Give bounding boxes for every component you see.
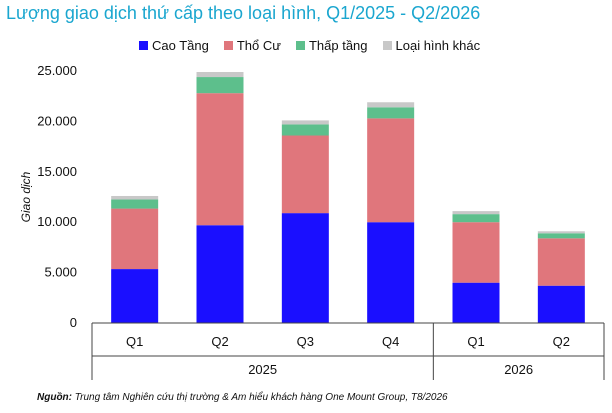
- bar-segment-3-cat-6: [537, 233, 585, 239]
- legend-item-thap-tang: Thấp tầng: [295, 38, 368, 53]
- y-tick-label: 15.000: [37, 164, 77, 179]
- legend-swatch-cao-tang: [139, 41, 148, 50]
- y-tick-label: 10.000: [37, 214, 77, 229]
- y-tick-label: 5.000: [44, 265, 77, 280]
- bar-segment-4-cat-5: [452, 211, 500, 215]
- stacked-bar-chart: 0 5.000 10.000 15.000 20.000 25.000 Giao dịch Q…: [19, 63, 605, 380]
- x-tick-label: Q3: [297, 334, 314, 349]
- bar-segment-1-cat-1: [111, 269, 159, 323]
- bar-segment-2-cat-3: [281, 135, 329, 214]
- source-text: Trung tâm Nghiên cứu thị trường & Am hiể…: [72, 392, 448, 403]
- bar-segment-1-cat-5: [452, 282, 500, 323]
- bar-segment-2-cat-2: [196, 93, 244, 226]
- legend-item-khac: Loại hình khác: [382, 38, 481, 53]
- bar-segment-4-cat-3: [281, 120, 329, 125]
- x-tick-label: Q1: [467, 334, 484, 349]
- bar-segment-3-cat-2: [196, 77, 244, 94]
- legend-item-tho-cu: Thổ Cư: [223, 38, 281, 53]
- bar-segment-4-cat-4: [367, 102, 415, 108]
- chart-legend: Cao Tầng Thổ Cư Thấp tầng Loại hình khác: [139, 38, 480, 53]
- bar-segment-2-cat-1: [111, 208, 159, 270]
- legend-label-tho-cu: Thổ Cư: [236, 38, 281, 53]
- legend-label-thap-tang: Thấp tầng: [308, 38, 368, 53]
- bar-segment-3-cat-1: [111, 199, 159, 209]
- bar-segment-2-cat-6: [537, 238, 585, 286]
- bar-segment-2-cat-5: [452, 222, 500, 283]
- x-tick-label: Q2: [553, 334, 570, 349]
- x-tick-label: Q2: [211, 334, 228, 349]
- legend-item-cao-tang: Cao Tầng: [139, 38, 209, 53]
- y-tick-label: 20.000: [37, 113, 77, 128]
- bar-segment-3-cat-3: [281, 124, 329, 136]
- bar-segment-1-cat-3: [281, 213, 329, 323]
- bar-segment-3-cat-5: [452, 214, 500, 223]
- bar-segment-4-cat-2: [196, 72, 244, 78]
- y-tick-label: 0: [70, 315, 77, 330]
- legend-swatch-thap-tang: [295, 41, 305, 50]
- x-tick-label: Q1: [126, 334, 143, 349]
- source-label: Nguồn:: [37, 392, 72, 403]
- x-group-label: 2026: [504, 362, 533, 377]
- chart-title: Lượng giao dịch thứ cấp theo loại hình, …: [6, 3, 481, 23]
- bar-segment-2-cat-4: [367, 118, 415, 223]
- legend-swatch-tho-cu: [223, 41, 233, 50]
- legend-swatch-khac: [382, 41, 392, 50]
- bar-segment-1-cat-4: [367, 222, 415, 323]
- bar-segment-4-cat-1: [111, 195, 159, 200]
- legend-label-khac: Loại hình khác: [395, 38, 481, 53]
- x-group-label: 2025: [248, 362, 277, 377]
- bar-segment-4-cat-6: [537, 231, 585, 234]
- x-tick-label: Q4: [382, 334, 399, 349]
- legend-label-cao-tang: Cao Tầng: [152, 38, 209, 53]
- bar-segment-3-cat-4: [367, 107, 415, 119]
- y-axis-title: Giao dịch: [19, 171, 33, 222]
- source-note: Nguồn: Trung tâm Nghiên cứu thị trường &…: [37, 392, 448, 403]
- bar-segment-1-cat-6: [537, 285, 585, 323]
- bar-segment-1-cat-2: [196, 225, 244, 323]
- y-tick-label: 25.000: [37, 63, 77, 78]
